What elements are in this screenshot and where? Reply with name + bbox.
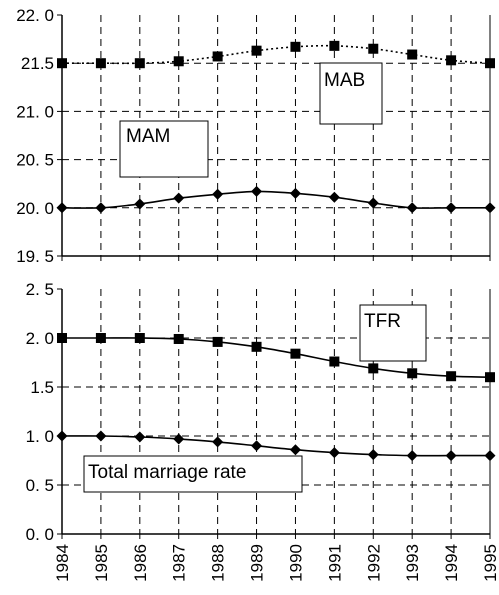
- total-marriage-rate-point-1986: [134, 431, 146, 443]
- mam-label-box: [119, 120, 209, 178]
- upper-y-tick-label: 21.5: [21, 54, 54, 73]
- total-marriage-rate-point-1991: [328, 447, 340, 459]
- x-tick-label-1992: 1992: [364, 544, 383, 582]
- mam-point-1986: [134, 198, 146, 210]
- total-marriage-rate-point-1992: [367, 449, 379, 461]
- upper-y-tick-label: 20. 5: [16, 151, 54, 170]
- x-tick-label-1987: 1987: [170, 544, 189, 582]
- tfr-point-1987: [173, 333, 184, 344]
- lower-y-tick-label: 2. 0: [26, 329, 54, 348]
- lower-y-tick-label: 1.5: [30, 378, 54, 397]
- mab-point-1985: [95, 58, 106, 69]
- mam-point-1990: [289, 187, 301, 199]
- total-marriage-rate-point-1993: [406, 450, 418, 462]
- mab-point-1991: [329, 40, 340, 51]
- total-marriage-rate-point-1984: [56, 430, 68, 442]
- mam-line: [61, 190, 490, 209]
- upper-panel: 19. 5 20. 0 20. 5 21. 0 21.5 22. 0 MAM MAB: [16, 6, 496, 266]
- tfr-label: TFR: [364, 311, 401, 332]
- mab-label-box: [319, 62, 383, 125]
- mam-point-1994: [445, 202, 457, 214]
- lower-panel: 0. 0 0. 5 1. 0 1.5 2. 0 2. 5 TFR Total marria…: [26, 280, 496, 544]
- tfr-point-1986: [134, 333, 145, 343]
- mam-point-1989: [251, 185, 263, 197]
- mab-point-1994: [446, 55, 457, 66]
- x-tick-label-1990: 1990: [286, 544, 305, 582]
- lower-y-tick-label: 0. 5: [26, 476, 54, 495]
- mab-point-1986: [134, 58, 145, 69]
- tfr-point-1992: [368, 363, 379, 374]
- mab-point-1984: [57, 58, 67, 69]
- total-marriage-rate-point-1988: [212, 436, 224, 448]
- x-tick-label-1986: 1986: [131, 544, 150, 582]
- mab-line: [62, 44, 491, 65]
- tfr-label-box: [359, 304, 427, 362]
- tfr-point-1984: [57, 333, 67, 343]
- mam-point-1993: [406, 202, 418, 214]
- mab-point-1992: [368, 43, 379, 54]
- total-marriage-rate-point-1994: [445, 450, 457, 462]
- tfr-point-1991: [329, 356, 340, 367]
- lower-y-tick-label: 0. 0: [26, 525, 54, 544]
- mab-label: MAB: [324, 70, 365, 91]
- total-marriage-rate-point-1995: [484, 450, 496, 462]
- mab-point-1989: [251, 45, 262, 56]
- total-marriage-rate-point-1985: [95, 430, 107, 442]
- total-marriage-rate-point-1987: [173, 433, 185, 445]
- mam-point-1995: [484, 202, 496, 214]
- tfr-point-1989: [251, 341, 262, 352]
- lower-y-tick-label: 2. 5: [26, 280, 54, 299]
- lower-y-tick-labels: 0. 0 0. 5 1. 0 1.5 2. 0 2. 5: [26, 280, 54, 544]
- mab-point-1987: [173, 56, 184, 67]
- x-tick-label-1989: 1989: [248, 544, 267, 582]
- upper-series: [56, 40, 496, 214]
- x-tick-label-1984: 1984: [53, 544, 72, 582]
- tfr-point-1995: [485, 372, 495, 383]
- mab-point-1988: [212, 51, 223, 62]
- upper-y-tick-label: 21. 0: [16, 102, 54, 121]
- x-tick-labels: 1984 1985 1986 1987 1988 1989 1990 1991 1992 1993…: [53, 544, 499, 582]
- mam-point-1984: [56, 202, 68, 214]
- marriage-rate-label-box: [83, 455, 303, 493]
- mab-point-1990: [290, 41, 301, 52]
- x-tick-label-1995: 1995: [481, 544, 499, 582]
- mab-point-1995: [485, 58, 495, 69]
- mam-point-1988: [212, 188, 224, 200]
- x-tick-label-1993: 1993: [403, 544, 422, 582]
- tfr-point-1988: [212, 336, 223, 347]
- x-tick-label-1985: 1985: [92, 544, 111, 582]
- upper-y-tick-label: 20. 0: [16, 199, 54, 218]
- upper-y-tick-label: 19. 5: [16, 247, 54, 266]
- lower-grid: [57, 288, 491, 539]
- tfr-point-1993: [407, 368, 418, 379]
- lower-series: [56, 333, 496, 462]
- tfr-point-1990: [290, 348, 301, 359]
- mam-point-1992: [367, 197, 379, 209]
- x-tick-label-1988: 1988: [209, 544, 228, 582]
- marriage-rate-label: Total marriage rate: [88, 462, 246, 483]
- upper-y-tick-label: 22. 0: [16, 6, 54, 25]
- mam-point-1987: [173, 192, 185, 204]
- tfr-point-1985: [95, 333, 106, 343]
- total-marriage-rate-point-1990: [289, 444, 301, 456]
- x-tick-label-1994: 1994: [442, 544, 461, 582]
- total-marriage-rate-point-1989: [251, 440, 263, 452]
- mam-label: MAM: [126, 126, 170, 147]
- mam-point-1985: [95, 202, 107, 214]
- tfr-point-1994: [446, 371, 457, 382]
- mam-point-1991: [328, 191, 340, 203]
- upper-y-tick-labels: 19. 5 20. 0 20. 5 21. 0 21.5 22. 0: [16, 6, 54, 266]
- mab-point-1993: [407, 49, 418, 60]
- lower-y-tick-label: 1. 0: [26, 427, 54, 446]
- total-marriage-rate-line: [61, 435, 490, 457]
- x-tick-label-1991: 1991: [325, 544, 344, 582]
